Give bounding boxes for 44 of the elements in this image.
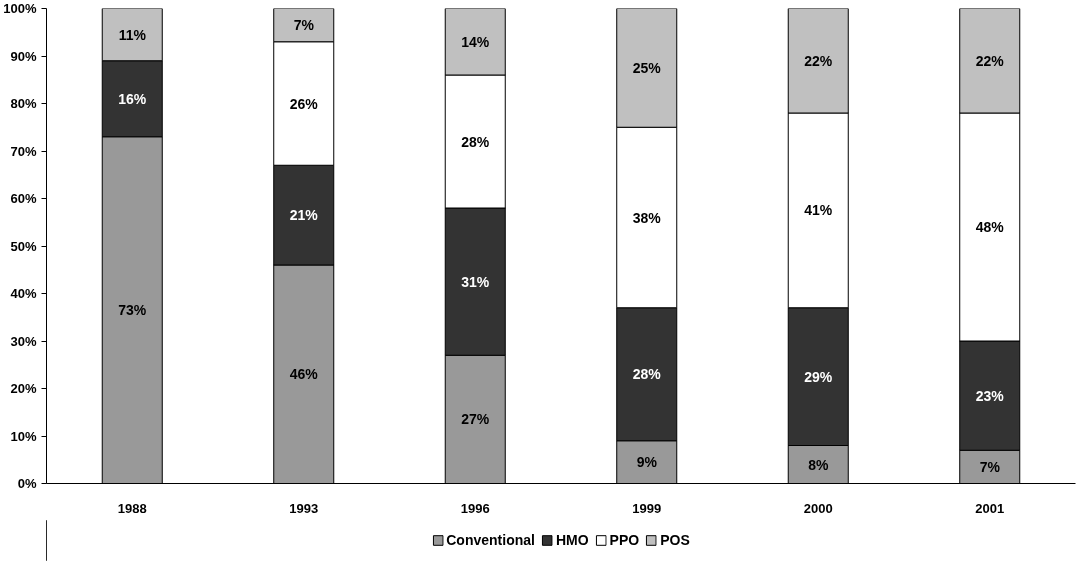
y-tick-label: 40% (10, 286, 37, 301)
x-tick-label: 1993 (289, 500, 319, 516)
data-label: 21% (289, 207, 319, 224)
data-label: 16% (118, 90, 147, 107)
data-label: 14% (461, 33, 490, 50)
data-label: 9% (636, 454, 658, 471)
data-label: 73% (118, 302, 147, 319)
legend-label: HMO (555, 532, 589, 548)
legend-label: PPO (609, 532, 640, 548)
x-tick-label: 1996 (460, 500, 490, 516)
data-label: 28% (461, 133, 490, 150)
y-tick-label: 60% (10, 191, 37, 206)
data-label: 25% (632, 59, 662, 76)
y-tick-label: 30% (10, 333, 37, 349)
y-tick-label: 80% (10, 96, 37, 111)
data-label: 46% (289, 366, 319, 383)
data-label: 31% (461, 273, 490, 290)
legend-label: POS (660, 532, 690, 548)
y-tick-label: 0% (17, 476, 37, 491)
data-label: 28% (632, 366, 662, 383)
data-label: 38% (632, 209, 662, 226)
y-tick-label: 90% (10, 48, 37, 64)
y-tick-label: 50% (10, 238, 37, 254)
y-tick-label: 10% (10, 428, 37, 444)
data-label: 26% (289, 95, 319, 112)
data-label: 48% (975, 219, 1005, 235)
x-tick-label: 2000 (803, 500, 833, 516)
y-tick-label: 70% (10, 143, 37, 159)
y-tick-label: 20% (10, 381, 37, 396)
data-label: 29% (804, 368, 833, 385)
data-label: 22% (975, 52, 1005, 69)
x-tick-label: 1988 (117, 500, 147, 516)
data-label: 23% (975, 387, 1005, 404)
data-label: 22% (804, 52, 833, 69)
data-label: 11% (118, 26, 147, 43)
x-tick-label: 2001 (975, 500, 1005, 516)
data-label: 7% (293, 17, 315, 34)
data-label: 7% (979, 458, 1001, 475)
x-tick-label: 1999 (632, 500, 662, 516)
data-label: 27% (461, 411, 490, 428)
y-tick-label: 100% (3, 1, 37, 16)
data-label: 41% (804, 202, 833, 219)
data-label: 8% (808, 456, 829, 473)
legend-label: Conventional (446, 532, 535, 548)
